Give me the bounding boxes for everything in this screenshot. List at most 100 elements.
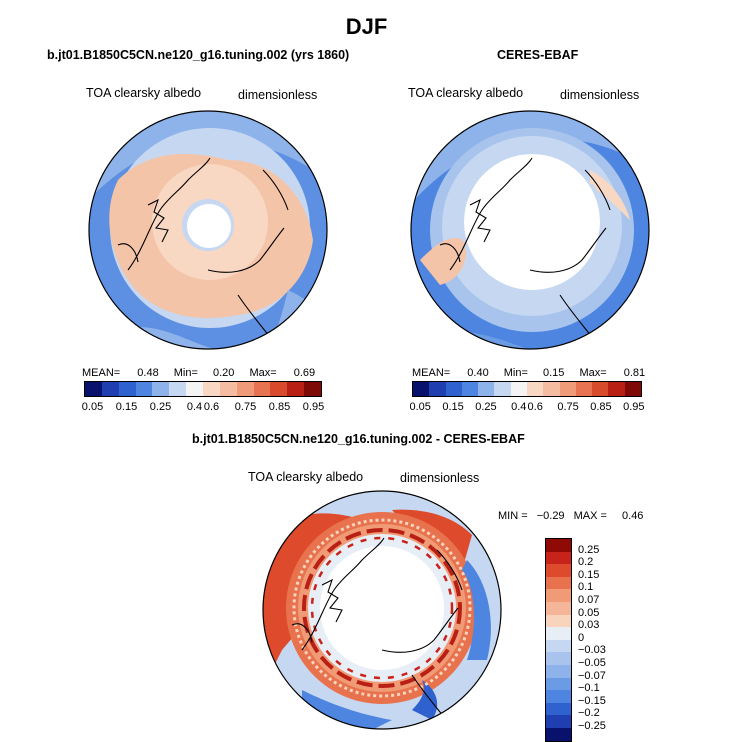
diff-colorbar-tick-label: 0.03 (578, 619, 600, 632)
model-colorbar-tick-label: 0.85 (268, 401, 291, 413)
model-min-value: 0.20 (212, 367, 235, 379)
diff-colorbar-swatch (546, 551, 571, 565)
obs-colorbar-swatch (575, 382, 593, 396)
diff-max-label: MAX = (573, 510, 607, 522)
obs-colorbar: 0.05 0.15 0.25 0.4 0.6 0.75 0.85 0.95 (409, 381, 645, 415)
diff-colorbar-swatch (546, 627, 571, 640)
model-units-label: dimensionless (238, 88, 318, 102)
model-colorbar-tick-label: 0.6 (203, 401, 220, 413)
obs-colorbar-tick-label: 0.6 (527, 401, 543, 413)
obs-colorbar-tick-label: 0.15 (442, 401, 464, 413)
model-colorbar-tick-label: 0.15 (115, 401, 138, 413)
model-colorbar-swatch (85, 382, 102, 396)
diff-panel-title: b.jt01.B1850C5CN.ne120_g16.tuning.002 - … (192, 432, 525, 446)
obs-colorbar-swatch (478, 382, 495, 396)
obs-colorbar-tick-label: 0.85 (590, 401, 612, 413)
diff-colorbar-tick-label: 0.05 (578, 606, 600, 619)
model-colorbar-tick-label: 0.4 (186, 401, 203, 413)
diff-variable-label: TOA clearsky albedo (248, 470, 364, 484)
model-panel-title: b.jt01.B1850C5CN.ne120_g16.tuning.002 (y… (47, 48, 350, 62)
obs-colorbar-swatch (608, 382, 625, 396)
model-min-label: Min= (173, 367, 198, 379)
model-colorbar-tick-label: 0.05 (81, 401, 104, 413)
diff-colorbar-swatch (546, 601, 571, 615)
diff-colorbar-swatch (546, 652, 571, 665)
obs-colorbar-swatch (461, 382, 479, 396)
diff-stats: MIN = −0.29 MAX = 0.46 (498, 510, 643, 522)
model-variable-label: TOA clearsky albedo (86, 86, 202, 100)
obs-colorbar-swatch (429, 382, 446, 396)
diff-colorbar-swatch (546, 690, 571, 703)
obs-units-label: dimensionless (560, 88, 640, 102)
diff-min-value: −0.29 (536, 510, 565, 522)
diff-colorbar-tick-label: −0.05 (578, 657, 606, 669)
model-colorbar-tick-label: 0.95 (302, 401, 325, 413)
diff-colorbar-tick-label: −0.25 (578, 720, 606, 732)
diff-colorbar-swatch (546, 677, 571, 691)
diff-colorbar-swatch (546, 727, 571, 741)
obs-colorbar-tick-label: 0.4 (511, 401, 527, 413)
figure-title: DJF (345, 14, 388, 39)
obs-colorbar-swatch (526, 382, 544, 396)
model-colorbar-swatch (135, 382, 153, 396)
diff-colorbar-labels: 0.25 0.2 0.15 0.1 0.07 0.05 0.03 0 −0.03 −0.05 −0.… (578, 538, 638, 740)
diff-units-label: dimensionless (400, 471, 480, 485)
diff-colorbar-swatch (546, 614, 571, 628)
diff-colorbar-swatch (546, 664, 571, 678)
model-colorbar-swatch (203, 382, 220, 396)
diff-colorbar-swatch (546, 564, 571, 577)
model-colorbar-swatch (169, 382, 187, 396)
model-colorbar: 0.05 0.15 0.25 0.4 0.6 0.75 0.85 0.95 (81, 381, 325, 415)
obs-colorbar-tick-label: 0.25 (475, 401, 497, 413)
model-colorbar-swatch (287, 382, 305, 396)
obs-stats: MEAN= 0.40 Min= 0.15 Max= 0.81 (412, 367, 645, 379)
diff-min-label: MIN = (498, 510, 528, 522)
model-colorbar-swatch (253, 382, 271, 396)
model-colorbar-swatch (152, 382, 170, 396)
model-mean-value: 0.48 (137, 367, 159, 379)
model-colorbar-swatch (236, 382, 254, 396)
obs-colorbar-swatch (559, 382, 576, 396)
diff-colorbar-swatch (546, 715, 571, 728)
model-mean-label: MEAN= (82, 367, 121, 379)
diff-colorbar (545, 538, 572, 742)
model-max-value: 0.69 (293, 367, 316, 379)
diff-colorbar-swatch (546, 589, 571, 602)
obs-mean-value: 0.40 (467, 367, 489, 379)
obs-mean-label: MEAN= (412, 367, 451, 379)
obs-colorbar-swatch (445, 382, 462, 396)
obs-min-value: 0.15 (542, 367, 565, 379)
diff-colorbar-swatch (546, 539, 571, 552)
obs-colorbar-tick-label: 0.95 (623, 401, 645, 413)
model-colorbar-swatch (270, 382, 288, 396)
diff-colorbar-tick-label: −0.15 (578, 694, 606, 707)
obs-colorbar-swatch (624, 382, 641, 396)
diff-colorbar-tick-label: −0.07 (578, 669, 606, 682)
obs-colorbar-swatch (543, 382, 560, 396)
obs-colorbar-swatch (413, 382, 430, 396)
obs-colorbar-swatch (592, 382, 609, 396)
diff-colorbar-tick-label: 0.15 (578, 568, 600, 581)
obs-variable-label: TOA clearsky albedo (408, 86, 524, 100)
diff-colorbar-tick-label: 0.1 (578, 581, 594, 594)
diff-colorbar-tick-label: 0.25 (578, 543, 600, 556)
diff-colorbar-swatch (546, 576, 571, 590)
diff-colorbar-swatch (546, 639, 571, 653)
model-colorbar-tick-label: 0.25 (149, 401, 172, 413)
model-colorbar-swatch (118, 382, 136, 396)
diff-max-value: 0.46 (622, 510, 644, 522)
model-colorbar-tick-label: 0.75 (234, 401, 257, 413)
model-colorbar-swatch (101, 382, 119, 396)
diff-colorbar-tick-label: 0 (578, 631, 585, 644)
obs-colorbar-tick-label: 0.75 (557, 401, 579, 413)
diff-polar-map (262, 490, 502, 730)
diff-colorbar-tick-label: 0.07 (578, 594, 600, 606)
obs-max-label: Max= (579, 367, 607, 379)
obs-min-label: Min= (503, 367, 528, 379)
model-max-label: Max= (249, 367, 277, 379)
obs-colorbar-swatch (494, 382, 511, 396)
obs-colorbar-swatch (510, 382, 527, 396)
model-colorbar-swatch (304, 382, 322, 396)
diff-colorbar-tick-label: −0.2 (578, 707, 600, 720)
obs-max-value: 0.81 (623, 367, 646, 379)
